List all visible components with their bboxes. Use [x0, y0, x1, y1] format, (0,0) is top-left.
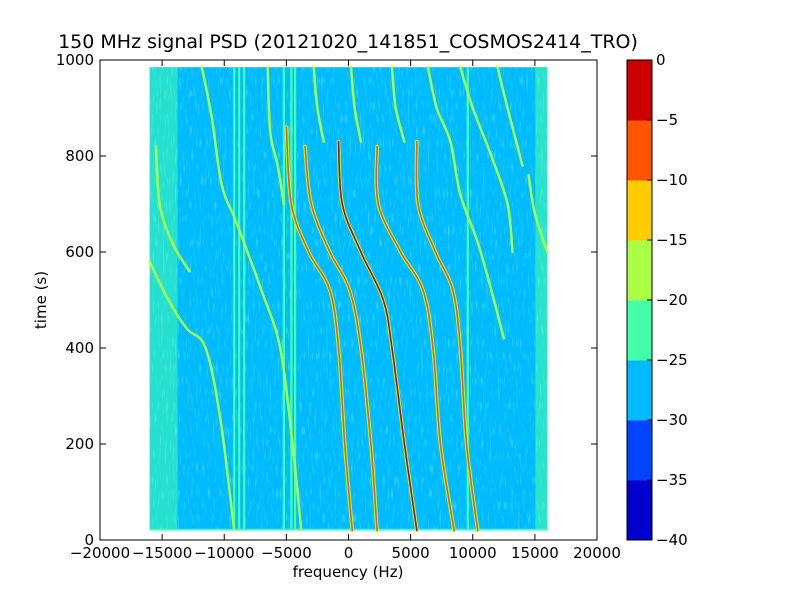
y-tick-label: 0	[84, 531, 94, 549]
colorbar-segment	[627, 180, 652, 241]
x-axis-label: frequency (Hz)	[293, 563, 404, 581]
x-tick-label: −15000	[132, 544, 192, 562]
signal-trace	[304, 145, 378, 532]
colorbar-tick-label: −15	[656, 231, 688, 249]
signal-trace	[148, 260, 236, 532]
signal-trace	[426, 66, 506, 340]
x-tick-label: −10000	[194, 544, 254, 562]
y-tick-label: 400	[65, 339, 94, 357]
y-axis-ticks: 0 200 400 600 800 1000	[56, 51, 597, 549]
colorbar-tick-label: −30	[656, 411, 688, 429]
colorbar-tick-label: −35	[656, 471, 688, 489]
y-tick-label: 600	[65, 243, 94, 261]
colorbar-segment	[627, 480, 652, 541]
signal-trace	[337, 140, 418, 532]
signal-trace	[349, 66, 363, 143]
signal-trace	[312, 66, 325, 143]
y-axis-label: time (s)	[32, 271, 50, 329]
colorbar-tick-label: −20	[656, 291, 688, 309]
signal-traces	[148, 66, 549, 533]
x-tick-label: 5000	[392, 544, 430, 562]
colorbar-tick-label: −10	[656, 171, 688, 189]
x-axis-ticks: −20000 −15000 −10000 −5000 0 5000 10000 15000 20…	[70, 60, 621, 562]
colorbar-segment	[627, 240, 652, 301]
colorbar-tick-label: −40	[656, 531, 688, 549]
signal-trace	[527, 174, 549, 254]
noise-texture	[149, 67, 548, 531]
x-tick-label: −20000	[70, 544, 130, 562]
x-tick-label: 0	[344, 544, 354, 562]
y-tick-label: 800	[65, 147, 94, 165]
signal-trace	[459, 66, 514, 254]
signal-trace	[200, 66, 303, 532]
signal-trace	[266, 66, 286, 206]
chart-title: 150 MHz signal PSD (20121020_141851_COSM…	[58, 31, 638, 53]
signal-trace	[415, 140, 479, 532]
signal-trace	[390, 66, 406, 143]
plot-area	[148, 66, 549, 533]
x-tick-label: −5000	[261, 544, 312, 562]
colorbar-segment	[627, 360, 652, 421]
y-tick-label: 1000	[56, 51, 94, 69]
y-tick-label: 200	[65, 435, 94, 453]
colorbar-tick-label: −25	[656, 351, 688, 369]
colorbar-tick-label: −5	[656, 111, 678, 129]
colorbar-segment	[627, 300, 652, 361]
colorbar-ticks: −40 −35 −30 −25 −20 −15 −10 −5 0	[647, 51, 688, 549]
colorbar-tick-label: 0	[656, 51, 666, 69]
colorbar-segment	[627, 120, 652, 181]
signal-trace	[154, 145, 191, 273]
signal-trace	[375, 145, 455, 532]
signal-trace	[285, 126, 354, 532]
x-tick-label: 20000	[573, 544, 621, 562]
x-tick-label: 15000	[511, 544, 559, 562]
signal-trace	[496, 66, 524, 167]
x-tick-label: 10000	[449, 544, 497, 562]
colorbar-segment	[627, 60, 652, 121]
colorbar-segment	[627, 420, 652, 481]
colorbar	[627, 60, 652, 541]
